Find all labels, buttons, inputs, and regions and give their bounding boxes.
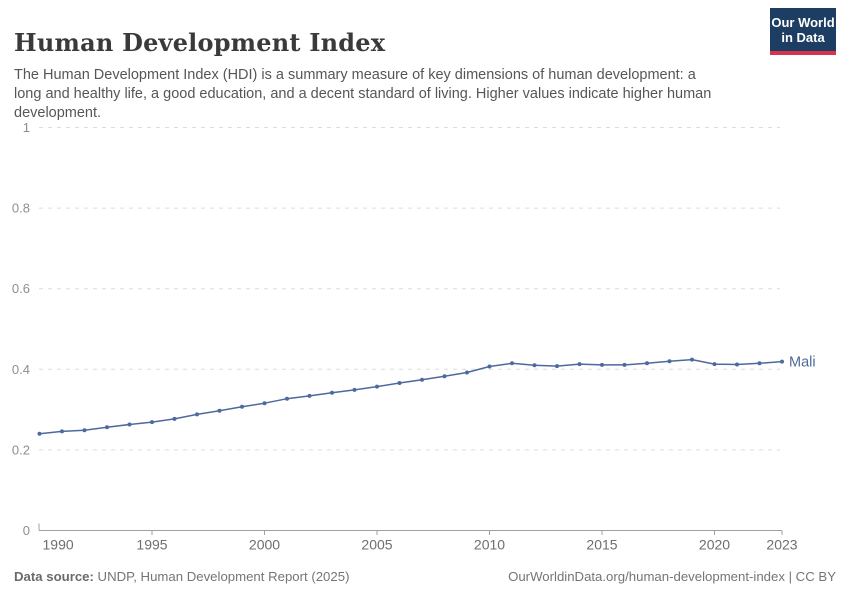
- x-tick-label: 2023: [766, 537, 797, 553]
- data-point[interactable]: [375, 384, 379, 389]
- x-tick-label: 2010: [474, 537, 505, 553]
- data-source-text: UNDP, Human Development Report (2025): [93, 569, 350, 584]
- data-point[interactable]: [667, 359, 672, 364]
- data-source: Data source: UNDP, Human Development Rep…: [14, 569, 349, 584]
- data-point[interactable]: [60, 429, 64, 434]
- data-point[interactable]: [555, 364, 559, 369]
- data-point[interactable]: [150, 420, 154, 425]
- data-point[interactable]: [285, 396, 289, 401]
- data-point[interactable]: [690, 357, 694, 362]
- data-point[interactable]: [217, 408, 222, 413]
- x-tick-label: 2005: [361, 537, 392, 553]
- owid-logo-accent-bar: [770, 51, 836, 55]
- data-point[interactable]: [352, 387, 357, 392]
- entity-label[interactable]: Mali: [789, 355, 816, 371]
- data-point[interactable]: [195, 412, 199, 417]
- data-point[interactable]: [600, 362, 604, 367]
- owid-logo[interactable]: Our World in Data: [770, 8, 836, 55]
- owid-logo-line1: Our World: [771, 15, 835, 30]
- y-tick-label: 0.2: [12, 442, 30, 457]
- data-point[interactable]: [577, 362, 582, 367]
- data-source-label: Data source:: [14, 569, 94, 584]
- data-point[interactable]: [487, 364, 492, 369]
- data-point[interactable]: [622, 362, 627, 367]
- data-point[interactable]: [105, 425, 109, 430]
- data-point[interactable]: [510, 361, 514, 366]
- data-point[interactable]: [442, 374, 447, 379]
- chart-subtitle: The Human Development Index (HDI) is a s…: [14, 66, 712, 121]
- y-tick-label: 0.6: [12, 281, 30, 296]
- x-tick-label: 2000: [249, 537, 280, 553]
- data-point[interactable]: [735, 362, 739, 367]
- page-title: Human Development Index: [14, 28, 386, 58]
- data-point[interactable]: [307, 393, 312, 398]
- footer-link[interactable]: OurWorldinData.org/human-development-ind…: [508, 569, 836, 584]
- y-tick-label: 0.4: [12, 362, 30, 377]
- data-point[interactable]: [712, 362, 717, 367]
- x-tick-label: 2015: [586, 537, 617, 553]
- data-point[interactable]: [465, 370, 469, 375]
- data-point[interactable]: [330, 390, 334, 395]
- y-tick-label: 0: [23, 523, 30, 538]
- data-point[interactable]: [397, 381, 402, 385]
- x-tick-label: 1995: [136, 537, 167, 553]
- data-point[interactable]: [532, 363, 537, 368]
- data-point[interactable]: [780, 359, 784, 364]
- x-tick-label: 2020: [699, 537, 730, 553]
- data-point[interactable]: [420, 377, 424, 382]
- chart-footer: Data source: UNDP, Human Development Rep…: [14, 569, 836, 584]
- owid-logo-line2: in Data: [781, 30, 825, 45]
- data-point[interactable]: [172, 416, 177, 421]
- data-point[interactable]: [82, 428, 87, 433]
- data-point[interactable]: [127, 422, 132, 427]
- data-point[interactable]: [240, 404, 244, 409]
- data-point[interactable]: [262, 401, 267, 406]
- data-point[interactable]: [757, 361, 762, 366]
- y-tick-label: 1: [23, 120, 30, 135]
- data-point[interactable]: [645, 361, 649, 366]
- x-tick-label: 1990: [43, 537, 74, 553]
- data-point[interactable]: [37, 431, 42, 436]
- series-line-mali[interactable]: [38, 358, 783, 435]
- y-tick-label: 0.8: [12, 201, 30, 216]
